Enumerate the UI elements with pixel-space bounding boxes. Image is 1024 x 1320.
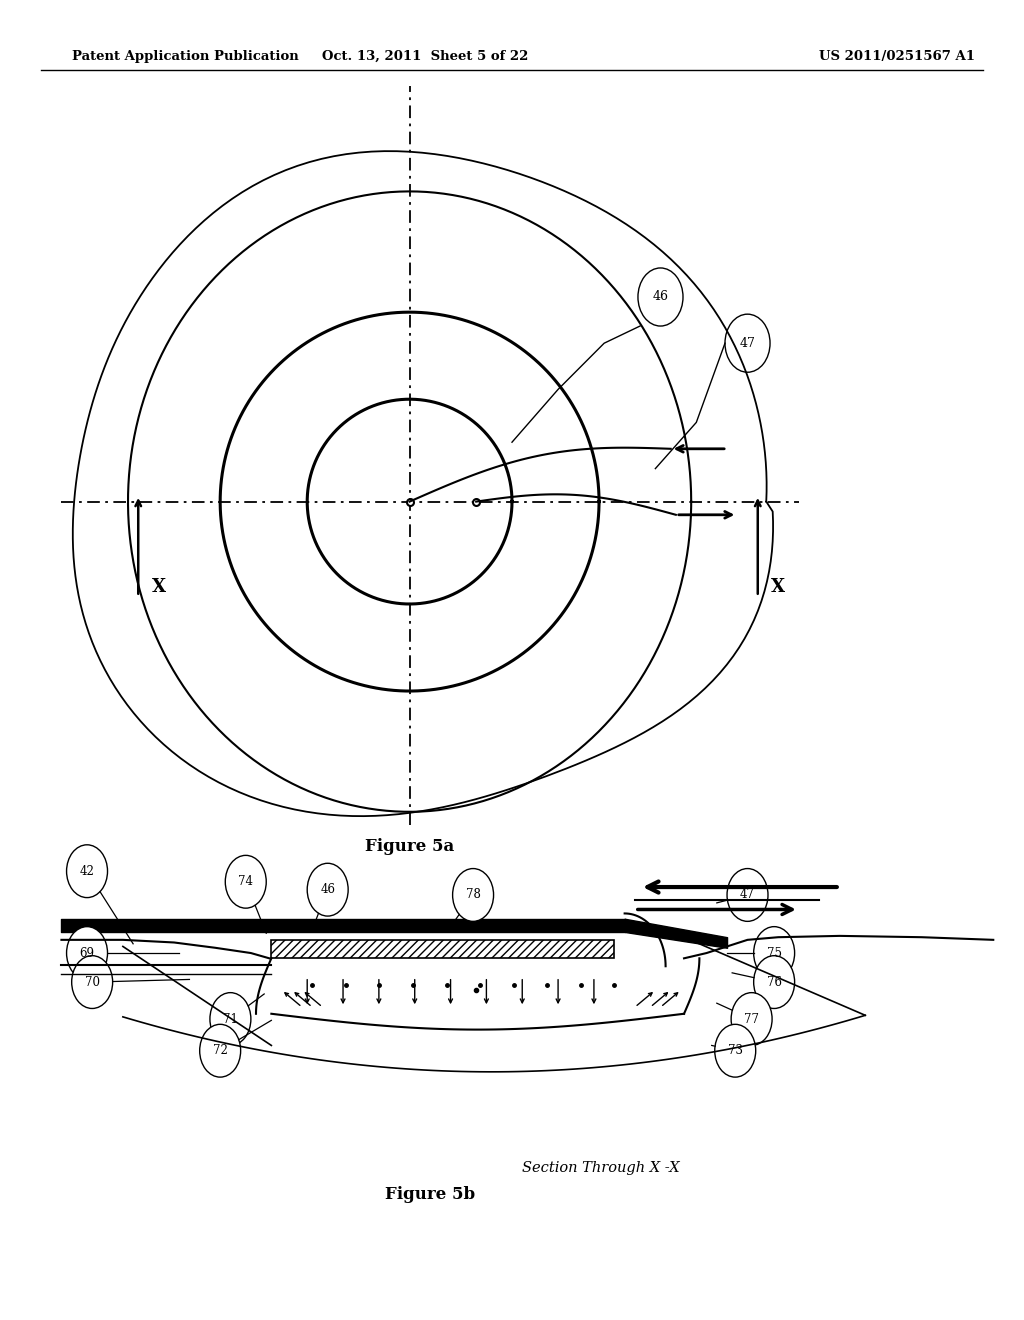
Circle shape <box>715 1024 756 1077</box>
Text: 70: 70 <box>85 975 99 989</box>
Text: US 2011/0251567 A1: US 2011/0251567 A1 <box>819 50 975 63</box>
Text: X: X <box>152 578 166 597</box>
Circle shape <box>725 314 770 372</box>
Text: 77: 77 <box>744 1012 759 1026</box>
Text: Section Through X -X: Section Through X -X <box>522 1162 680 1175</box>
Circle shape <box>731 993 772 1045</box>
Circle shape <box>453 869 494 921</box>
Polygon shape <box>271 940 614 958</box>
Circle shape <box>638 268 683 326</box>
Text: 42: 42 <box>80 865 94 878</box>
Text: 75: 75 <box>767 946 781 960</box>
Text: 46: 46 <box>652 290 669 304</box>
Text: 73: 73 <box>728 1044 742 1057</box>
Circle shape <box>67 845 108 898</box>
Circle shape <box>307 863 348 916</box>
Text: 74: 74 <box>239 875 253 888</box>
Circle shape <box>210 993 251 1045</box>
Text: Figure 5b: Figure 5b <box>385 1187 475 1203</box>
Text: Figure 5a: Figure 5a <box>365 838 455 855</box>
Circle shape <box>225 855 266 908</box>
Circle shape <box>67 927 108 979</box>
Text: 78: 78 <box>466 888 480 902</box>
Circle shape <box>754 956 795 1008</box>
Circle shape <box>754 927 795 979</box>
Text: X: X <box>771 578 785 597</box>
Text: Patent Application Publication: Patent Application Publication <box>72 50 298 63</box>
Text: 69: 69 <box>80 946 94 960</box>
Text: 47: 47 <box>739 337 756 350</box>
Text: 46: 46 <box>321 883 335 896</box>
Circle shape <box>727 869 768 921</box>
Text: 72: 72 <box>213 1044 227 1057</box>
Text: 71: 71 <box>223 1012 238 1026</box>
Text: Oct. 13, 2011  Sheet 5 of 22: Oct. 13, 2011 Sheet 5 of 22 <box>322 50 528 63</box>
Text: 47: 47 <box>740 888 755 902</box>
Circle shape <box>200 1024 241 1077</box>
Text: 76: 76 <box>767 975 781 989</box>
Circle shape <box>72 956 113 1008</box>
